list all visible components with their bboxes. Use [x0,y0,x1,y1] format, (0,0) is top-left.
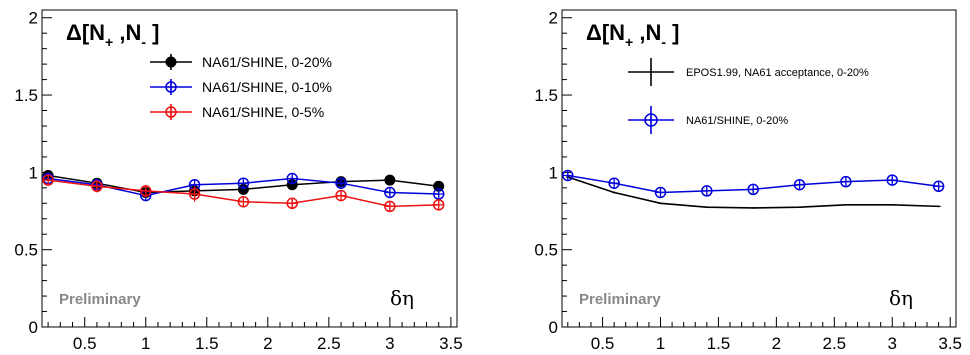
data-point [165,106,177,118]
y-tick-label: 0.5 [14,241,38,260]
data-point [165,81,177,93]
x-tick-label: 1.5 [707,334,731,353]
chart-title: Δ[N+ ,N- ] [66,20,159,50]
data-point [286,197,298,210]
legend-label: NA61/SHINE, 0-5% [202,104,324,120]
x-tick-label: 1 [141,334,150,353]
legend-entry: NA61/SHINE, 0-10% [150,79,332,95]
data-point [644,113,658,127]
data-point [701,185,713,197]
chart-panel-1: 0.5 1 1.5 2 2.5 3 3.5 0 0.5 1 1.5 2 Δ[N+ ,N- ] Prelim… [14,9,462,353]
data-point [562,169,574,182]
data-point [432,199,445,211]
data-point [793,178,806,191]
plot-frame [41,9,458,328]
data-point [188,188,201,200]
legend-label: EPOS1.99, NA61 acceptance, 0-20% [686,67,869,79]
data-point [384,174,396,186]
series-3 [42,174,445,213]
chart-title: Δ[N+ ,N- ] [586,20,679,50]
legend-label: NA61/SHINE, 0-10% [202,79,332,95]
data-point [654,186,667,199]
x-axis-label: δη [390,286,414,310]
x-tick-label: 0.5 [73,334,97,353]
y-tick-label: 2 [549,9,558,28]
legend: NA61/SHINE, 0-20% NA61/SHINE, 0-10% NA61/S… [150,54,332,120]
x-tick-label: 2.5 [823,334,847,353]
y-tick-label: 2 [29,9,38,28]
x-tick-label: 1.5 [195,334,219,353]
data-point [286,172,298,185]
x-tick-label: 2 [263,334,272,353]
data-point [165,56,177,68]
y-tick-label: 1.5 [14,86,38,105]
x-tick-label: 0.5 [591,334,615,353]
legend-entry: NA61/SHINE, 0-5% [150,104,324,120]
y-tick-label: 0.5 [534,241,558,260]
legend-label: NA61/SHINE, 0-20% [686,115,788,127]
data-point [237,177,250,189]
data-point [840,175,852,188]
data-point [335,177,347,189]
preliminary-label: Preliminary [59,291,141,308]
legend-entry: NA61/SHINE, 0-20% [150,54,332,70]
x-tick-label: 1 [656,334,665,353]
data-point [608,177,620,189]
data-point [91,180,103,193]
y-tick-label: 0 [29,318,38,337]
data-point [384,186,396,199]
x-tick-label: 3.5 [938,334,962,353]
data-point [335,189,347,202]
series-1 [565,176,941,209]
legend-entry: EPOS1.99, NA61 acceptance, 0-20% [628,58,869,86]
data-point [432,188,445,200]
x-tick-label: 3 [385,334,394,353]
chart-panel-2: 0.5 1 1.5 2 2.5 3 3.5 0 0.5 1 1.5 2 Δ[N+ ,N- ] Prelim… [534,9,962,353]
x-tick-label: 2.5 [317,334,341,353]
x-tick-label: 3 [888,334,897,353]
data-point [140,185,152,197]
legend-label: NA61/SHINE, 0-20% [202,54,332,70]
data-point [384,200,396,213]
legend-entry: NA61/SHINE, 0-20% [628,106,788,134]
preliminary-label: Preliminary [579,291,661,308]
legend: EPOS1.99, NA61 acceptance, 0-20% NA61/SHI… [628,58,869,134]
x-axis-label: δη [889,286,913,310]
plot-frame [561,9,957,328]
data-point [932,180,945,193]
y-tick-label: 0 [549,318,558,337]
data-point [747,183,759,196]
data-point [42,174,54,186]
series-2 [562,169,945,199]
x-tick-label: 2 [772,334,781,353]
y-tick-label: 1.5 [534,86,558,105]
data-point [237,195,250,208]
data-point [886,174,899,186]
x-tick-label: 3.5 [439,334,463,353]
y-tick-label: 1 [29,163,38,182]
y-tick-label: 1 [549,163,558,182]
